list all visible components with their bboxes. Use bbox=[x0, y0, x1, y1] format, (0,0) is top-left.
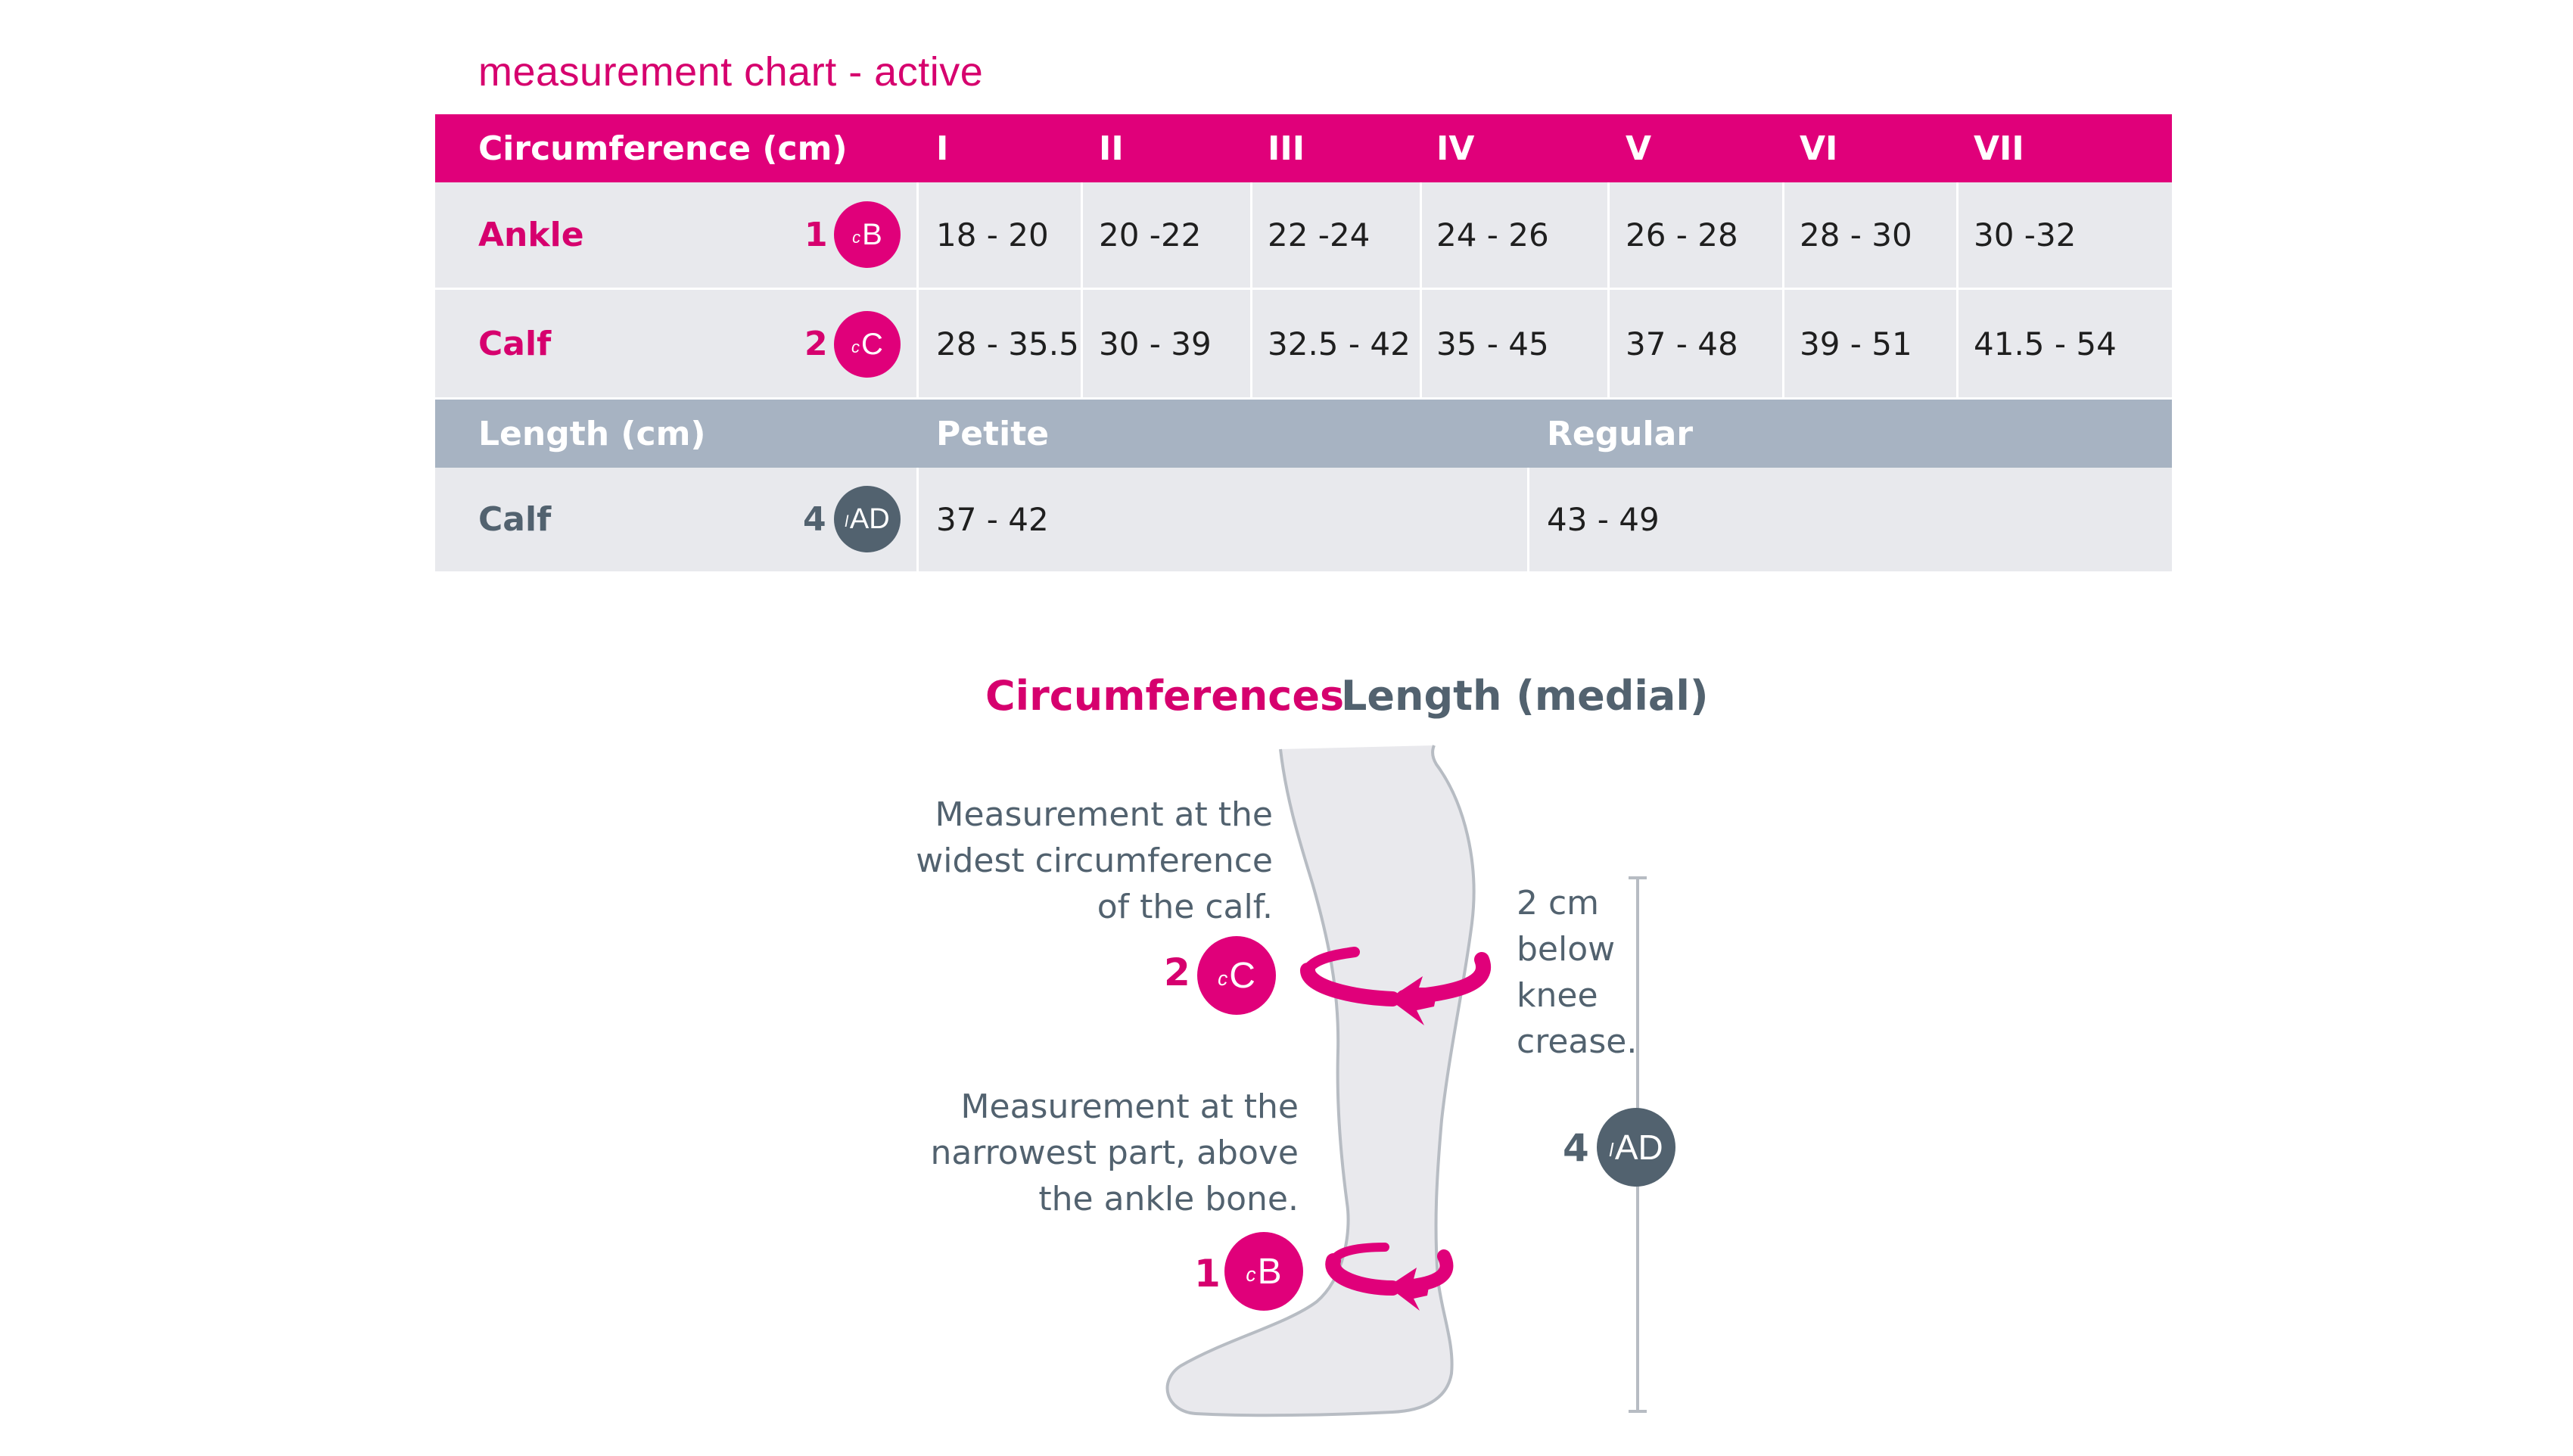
circumference-header: Circumference (cm) bbox=[478, 129, 848, 168]
circumference-header-row: Circumference (cm) I II III IV V VI VII bbox=[435, 114, 2172, 182]
ankle-measurement-note: Measurement at the narrowest part, above… bbox=[930, 1087, 1299, 1218]
length-regular-value: 43 - 49 bbox=[1547, 501, 1660, 538]
size-header-i: I bbox=[936, 129, 949, 168]
ankle-band-left bbox=[1325, 1253, 1400, 1296]
row-label-length-calf: Calf bbox=[478, 500, 552, 539]
length-marker-badge-icon: l AD bbox=[1597, 1108, 1675, 1187]
calf-arrow-icon bbox=[1389, 976, 1438, 1025]
ankle-size-ii: 20 -22 bbox=[1099, 216, 1202, 254]
size-header-vii: VII bbox=[1974, 129, 2024, 168]
size-header-iv: IV bbox=[1436, 129, 1475, 168]
calf-size-i: 28 - 35.5 bbox=[936, 325, 1079, 362]
length-calf-badge-icon: l AD bbox=[834, 486, 901, 552]
ankle-size-iv: 24 - 26 bbox=[1436, 216, 1549, 254]
calf-size-vi: 39 - 51 bbox=[1800, 325, 1912, 362]
measurement-table: Circumference (cm) I II III IV V VI VII … bbox=[435, 114, 2172, 571]
calf-band-left bbox=[1300, 963, 1400, 1006]
ankle-size-vi: 28 - 30 bbox=[1800, 216, 1912, 254]
ankle-size-v: 26 - 28 bbox=[1626, 216, 1738, 254]
length-marker-number: 4 bbox=[1563, 1126, 1589, 1170]
ankle-size-iii: 22 -24 bbox=[1268, 216, 1371, 254]
length-col-petite: Petite bbox=[936, 414, 1050, 453]
calf-size-v: 37 - 48 bbox=[1626, 325, 1738, 362]
size-header-iii: III bbox=[1268, 129, 1305, 168]
calf-measurement-note: Measurement at the widest circumference … bbox=[916, 795, 1273, 926]
row-label-ankle: Ankle bbox=[478, 216, 584, 254]
size-header-ii: II bbox=[1099, 129, 1124, 168]
length-measurement-note: 2 cm below knee crease. bbox=[1517, 884, 1638, 1061]
calf-band-back bbox=[1302, 947, 1360, 975]
ankle-size-i: 18 - 20 bbox=[936, 216, 1049, 254]
calf-marker-number: 2 bbox=[1164, 950, 1190, 994]
length-header-row: Length (cm) Petite Regular bbox=[435, 400, 2172, 468]
calf-size-iii: 32.5 - 42 bbox=[1268, 325, 1411, 362]
calf-size-iv: 35 - 45 bbox=[1436, 325, 1549, 362]
ankle-number: 1 bbox=[804, 216, 828, 254]
calf-size-ii: 30 - 39 bbox=[1099, 325, 1212, 362]
calf-size-vii: 41.5 - 54 bbox=[1974, 325, 2117, 362]
heading-circumferences: Circumferences bbox=[985, 672, 1345, 720]
length-calf-number: 4 bbox=[803, 500, 826, 539]
ankle-size-vii: 30 -32 bbox=[1974, 216, 2077, 254]
calf-number: 2 bbox=[804, 324, 828, 363]
size-header-vi: VI bbox=[1800, 129, 1838, 168]
length-col-regular: Regular bbox=[1547, 414, 1694, 453]
length-petite-value: 37 - 42 bbox=[936, 501, 1049, 538]
heading-length: Length (medial) bbox=[1341, 672, 1709, 720]
row-label-calf: Calf bbox=[478, 324, 552, 363]
ankle-band-back bbox=[1329, 1243, 1389, 1265]
size-header-v: V bbox=[1626, 129, 1652, 168]
chart-title: measurement chart - active bbox=[478, 49, 984, 95]
ankle-marker-number: 1 bbox=[1194, 1252, 1221, 1296]
ankle-arrow-icon bbox=[1388, 1268, 1430, 1311]
table-row-length-calf: Calf 4 l AD 37 - 42 43 - 49 bbox=[435, 468, 2172, 571]
length-header: Length (cm) bbox=[478, 414, 706, 453]
